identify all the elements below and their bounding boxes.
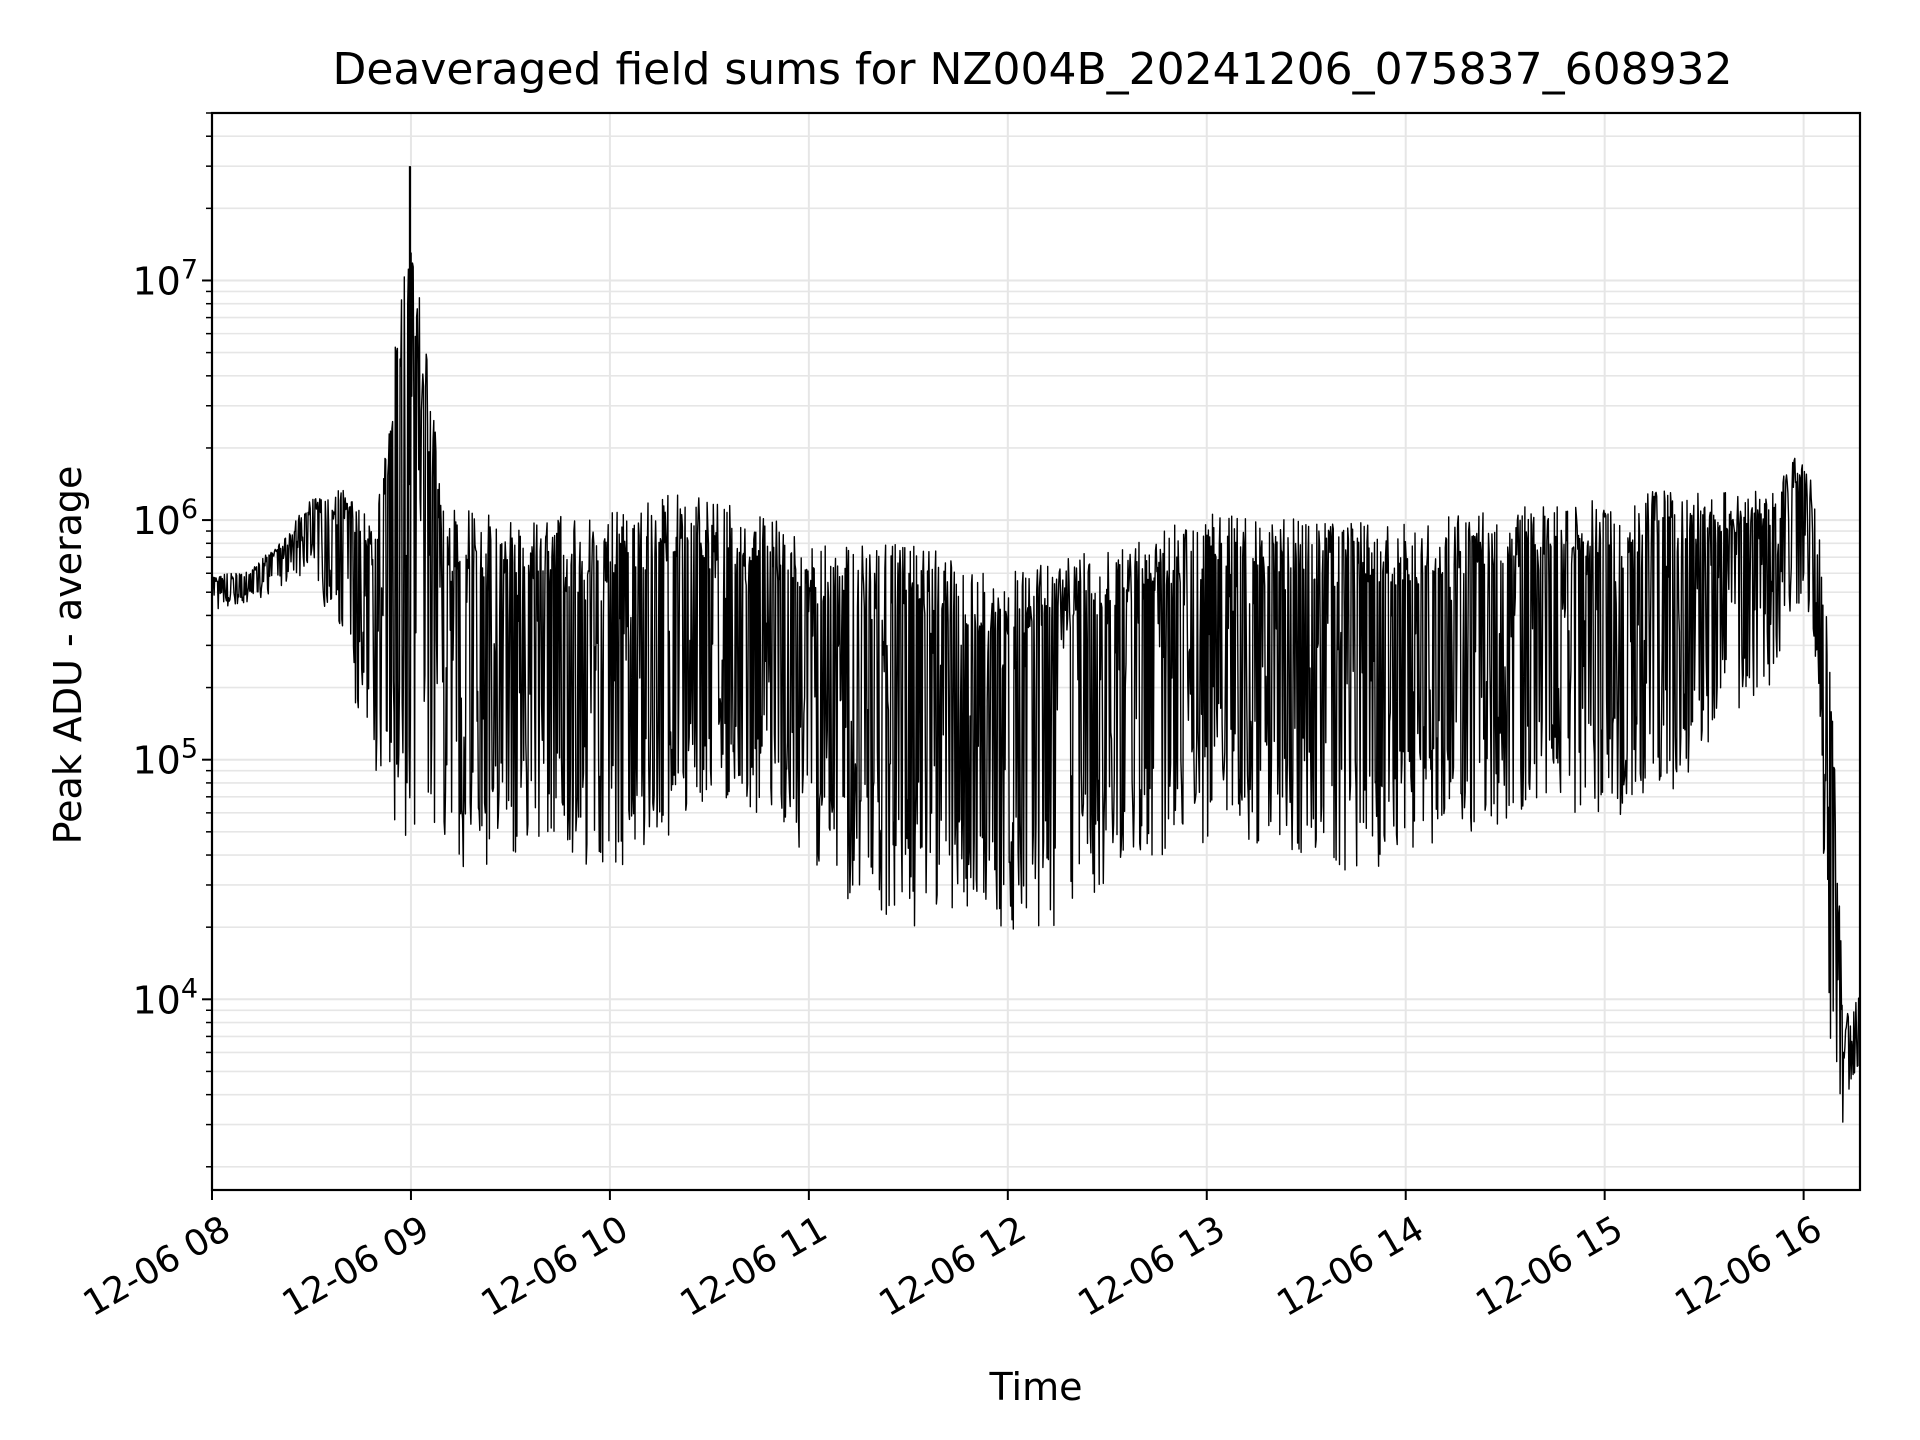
x-tick-label: 12-06 08 xyxy=(77,1208,238,1324)
x-tick-label: 12-06 09 xyxy=(276,1208,437,1324)
x-tick-label: 12-06 10 xyxy=(475,1208,636,1324)
series-line-0 xyxy=(211,252,1861,1123)
series-layer xyxy=(211,166,1861,1123)
y-tick-label: 105 xyxy=(132,734,198,783)
y-tick-label: 106 xyxy=(132,494,198,543)
y-tick-label: 104 xyxy=(132,973,198,1022)
x-tick-label: 12-06 15 xyxy=(1469,1208,1630,1324)
x-tick-label: 12-06 13 xyxy=(1071,1208,1232,1324)
x-tick-label: 12-06 11 xyxy=(673,1208,834,1324)
x-tick-label: 12-06 12 xyxy=(872,1208,1033,1324)
y-axis-label: Peak ADU - average xyxy=(46,465,90,845)
chart-title: Deaveraged field sums for NZ004B_2024120… xyxy=(332,44,1733,95)
y-tick-label: 107 xyxy=(132,254,198,303)
x-tick-label: 12-06 14 xyxy=(1270,1208,1431,1324)
x-tick-label: 12-06 16 xyxy=(1668,1208,1829,1324)
x-axis-label: Time xyxy=(989,1365,1083,1409)
plot-frame xyxy=(210,111,1862,1192)
